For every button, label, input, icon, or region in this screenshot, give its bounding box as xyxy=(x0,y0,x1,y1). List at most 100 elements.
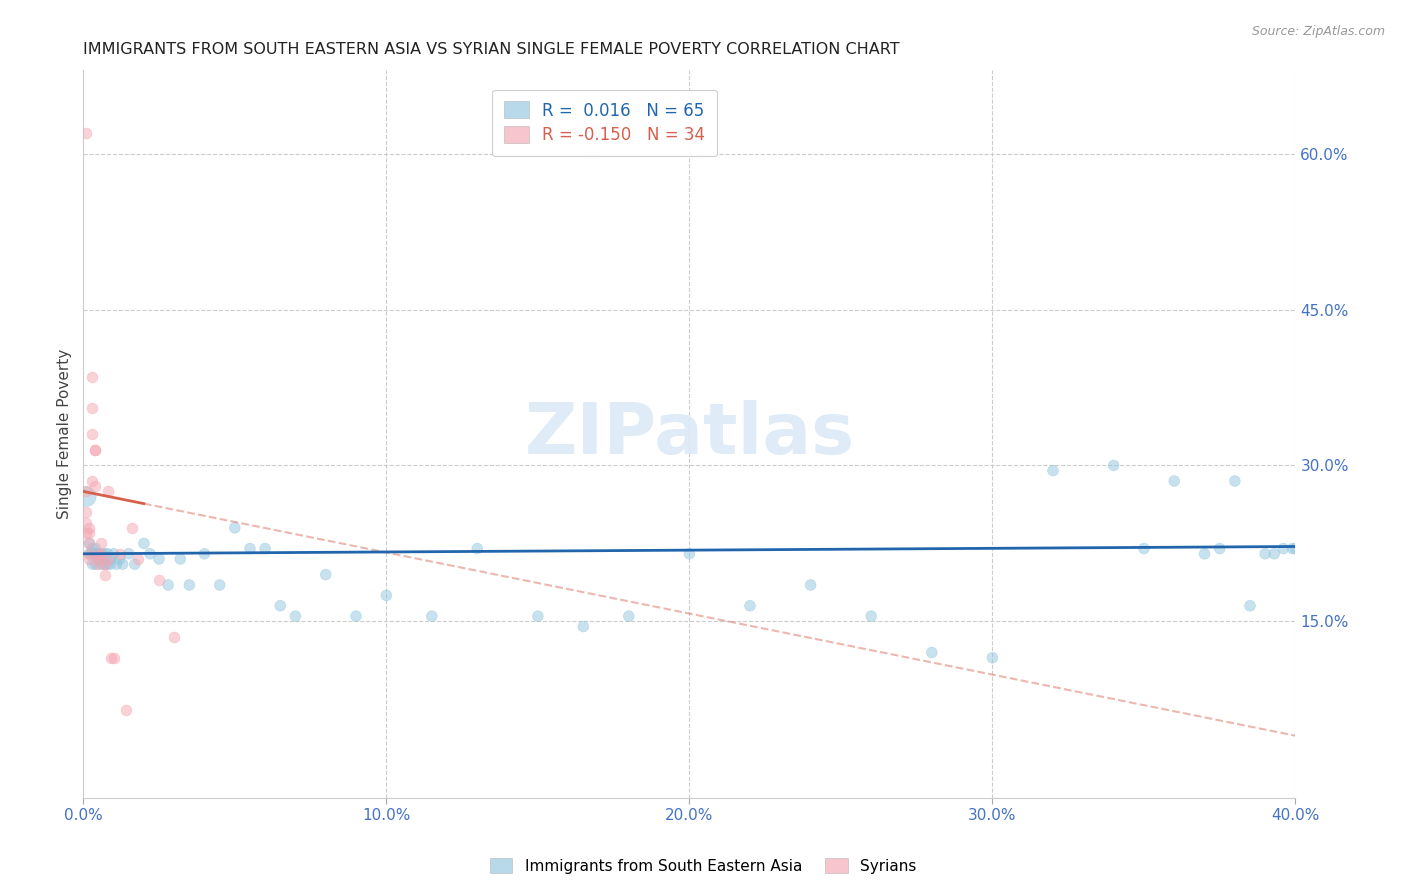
Point xyxy=(193,547,215,561)
Point xyxy=(800,578,823,592)
Point xyxy=(87,552,110,566)
Point xyxy=(284,609,307,624)
Point xyxy=(103,547,125,561)
Point xyxy=(84,557,107,571)
Point xyxy=(79,526,101,541)
Point xyxy=(93,557,115,571)
Point xyxy=(100,650,122,665)
Point xyxy=(163,630,186,644)
Point xyxy=(169,552,191,566)
Point xyxy=(100,552,122,566)
Legend: R =  0.016   N = 65, R = -0.150   N = 34: R = 0.016 N = 65, R = -0.150 N = 34 xyxy=(492,90,717,156)
Point xyxy=(1133,541,1156,556)
Point xyxy=(79,536,101,550)
Point xyxy=(100,557,122,571)
Point xyxy=(82,541,104,556)
Point xyxy=(1281,541,1303,556)
Point xyxy=(127,552,149,566)
Point xyxy=(75,526,97,541)
Point xyxy=(114,703,136,717)
Point xyxy=(82,474,104,488)
Point xyxy=(108,552,131,566)
Point xyxy=(148,573,170,587)
Point xyxy=(75,505,97,519)
Point xyxy=(239,541,262,556)
Point xyxy=(1163,474,1185,488)
Point xyxy=(96,552,118,566)
Legend: Immigrants from South Eastern Asia, Syrians: Immigrants from South Eastern Asia, Syri… xyxy=(484,852,922,880)
Point xyxy=(224,521,246,535)
Point xyxy=(465,541,488,556)
Point xyxy=(921,646,943,660)
Point xyxy=(678,547,700,561)
Point xyxy=(108,547,131,561)
Point xyxy=(1284,541,1306,556)
Point xyxy=(1272,541,1295,556)
Point xyxy=(75,516,97,530)
Point xyxy=(84,541,107,556)
Point xyxy=(79,536,101,550)
Point xyxy=(1223,474,1246,488)
Y-axis label: Single Female Poverty: Single Female Poverty xyxy=(58,349,72,519)
Point xyxy=(738,599,761,613)
Point xyxy=(111,557,134,571)
Point xyxy=(84,442,107,457)
Point xyxy=(84,547,107,561)
Point xyxy=(315,567,337,582)
Point xyxy=(1239,599,1261,613)
Point xyxy=(344,609,367,624)
Point xyxy=(617,609,640,624)
Point xyxy=(157,578,180,592)
Point xyxy=(1254,547,1277,561)
Point xyxy=(860,609,883,624)
Point xyxy=(75,126,97,140)
Point xyxy=(118,547,141,561)
Point xyxy=(87,547,110,561)
Point xyxy=(572,619,595,633)
Point xyxy=(103,650,125,665)
Point xyxy=(87,547,110,561)
Point xyxy=(79,547,101,561)
Point xyxy=(90,547,112,561)
Point xyxy=(96,557,118,571)
Point xyxy=(1208,541,1230,556)
Point xyxy=(90,557,112,571)
Point xyxy=(82,370,104,384)
Point xyxy=(375,588,398,602)
Point xyxy=(254,541,277,556)
Point xyxy=(82,557,104,571)
Point xyxy=(79,547,101,561)
Point xyxy=(208,578,231,592)
Point xyxy=(269,599,291,613)
Point xyxy=(79,552,101,566)
Point xyxy=(93,547,115,561)
Point xyxy=(75,490,97,504)
Text: Source: ZipAtlas.com: Source: ZipAtlas.com xyxy=(1251,25,1385,38)
Point xyxy=(139,547,162,561)
Text: IMMIGRANTS FROM SOUTH EASTERN ASIA VS SYRIAN SINGLE FEMALE POVERTY CORRELATION C: IMMIGRANTS FROM SOUTH EASTERN ASIA VS SY… xyxy=(83,42,900,57)
Point xyxy=(132,536,155,550)
Point xyxy=(90,547,112,561)
Point xyxy=(93,567,115,582)
Point xyxy=(87,557,110,571)
Point xyxy=(527,609,550,624)
Point xyxy=(90,536,112,550)
Point xyxy=(1194,547,1216,561)
Point xyxy=(179,578,201,592)
Point xyxy=(93,557,115,571)
Point xyxy=(96,484,118,499)
Point xyxy=(79,521,101,535)
Point xyxy=(75,484,97,499)
Point xyxy=(82,427,104,442)
Point xyxy=(87,552,110,566)
Point xyxy=(981,650,1004,665)
Point xyxy=(82,401,104,416)
Point xyxy=(1102,458,1125,473)
Point xyxy=(1263,547,1285,561)
Text: ZIPatlas: ZIPatlas xyxy=(524,400,855,468)
Point xyxy=(84,479,107,493)
Point xyxy=(84,442,107,457)
Point xyxy=(105,557,128,571)
Point xyxy=(420,609,443,624)
Point xyxy=(148,552,170,566)
